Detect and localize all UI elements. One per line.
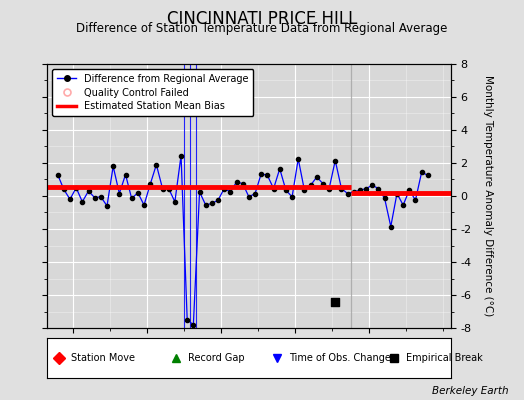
Point <box>177 152 185 159</box>
Point <box>171 198 179 205</box>
Point <box>195 189 204 195</box>
Point <box>165 185 173 192</box>
Point <box>405 187 413 194</box>
Point <box>356 187 364 194</box>
Point <box>325 185 333 192</box>
Point <box>232 179 241 185</box>
Point <box>276 166 284 172</box>
Point <box>331 298 340 305</box>
Point <box>393 190 401 197</box>
Point <box>257 170 266 177</box>
Point <box>411 197 420 203</box>
Text: CINCINNATI PRICE HILL: CINCINNATI PRICE HILL <box>167 10 357 28</box>
Point <box>208 200 216 207</box>
Point <box>245 194 253 200</box>
Point <box>127 195 136 202</box>
Point <box>300 187 309 194</box>
Point <box>115 190 124 197</box>
Point <box>96 194 105 200</box>
Point <box>282 187 290 194</box>
Point <box>387 223 395 230</box>
Legend: Difference from Regional Average, Quality Control Failed, Estimated Station Mean: Difference from Regional Average, Qualit… <box>52 69 254 116</box>
Point <box>140 202 148 208</box>
Point <box>269 185 278 192</box>
Point <box>307 182 315 188</box>
Point <box>368 182 376 188</box>
Text: Difference of Station Temperature Data from Regional Average: Difference of Station Temperature Data f… <box>77 22 447 35</box>
Point <box>238 180 247 187</box>
Point <box>78 198 86 205</box>
Point <box>214 197 222 203</box>
Point <box>152 162 160 168</box>
Point <box>60 186 68 192</box>
Text: Empirical Break: Empirical Break <box>406 353 483 363</box>
Text: Time of Obs. Change: Time of Obs. Change <box>289 353 391 363</box>
Point <box>91 194 99 201</box>
Point <box>312 174 321 180</box>
Point <box>134 190 142 196</box>
Text: Station Move: Station Move <box>71 353 135 363</box>
Point <box>158 185 167 192</box>
Point <box>226 189 235 195</box>
Point <box>220 185 228 192</box>
Point <box>122 171 130 178</box>
Point <box>350 189 358 195</box>
Y-axis label: Monthly Temperature Anomaly Difference (°C): Monthly Temperature Anomaly Difference (… <box>483 75 493 317</box>
Point <box>362 185 370 192</box>
Point <box>423 172 432 178</box>
Point <box>288 194 296 200</box>
Point <box>343 190 352 197</box>
Point <box>146 181 155 188</box>
Point <box>319 180 327 187</box>
Text: Berkeley Earth: Berkeley Earth <box>432 386 508 396</box>
Point <box>53 171 62 178</box>
Text: Record Gap: Record Gap <box>189 353 245 363</box>
Point <box>263 172 271 178</box>
Point <box>294 156 302 162</box>
Point <box>202 202 210 208</box>
Point <box>251 190 259 197</box>
Point <box>183 316 191 323</box>
Point <box>331 157 340 164</box>
Point <box>399 202 407 208</box>
Point <box>109 163 117 170</box>
Point <box>84 188 93 194</box>
Point <box>103 203 111 209</box>
Point <box>66 196 74 202</box>
Point <box>418 169 426 175</box>
Point <box>374 185 383 192</box>
Point <box>189 322 198 328</box>
Point <box>337 185 346 192</box>
Point <box>72 184 80 191</box>
Point <box>380 195 389 202</box>
